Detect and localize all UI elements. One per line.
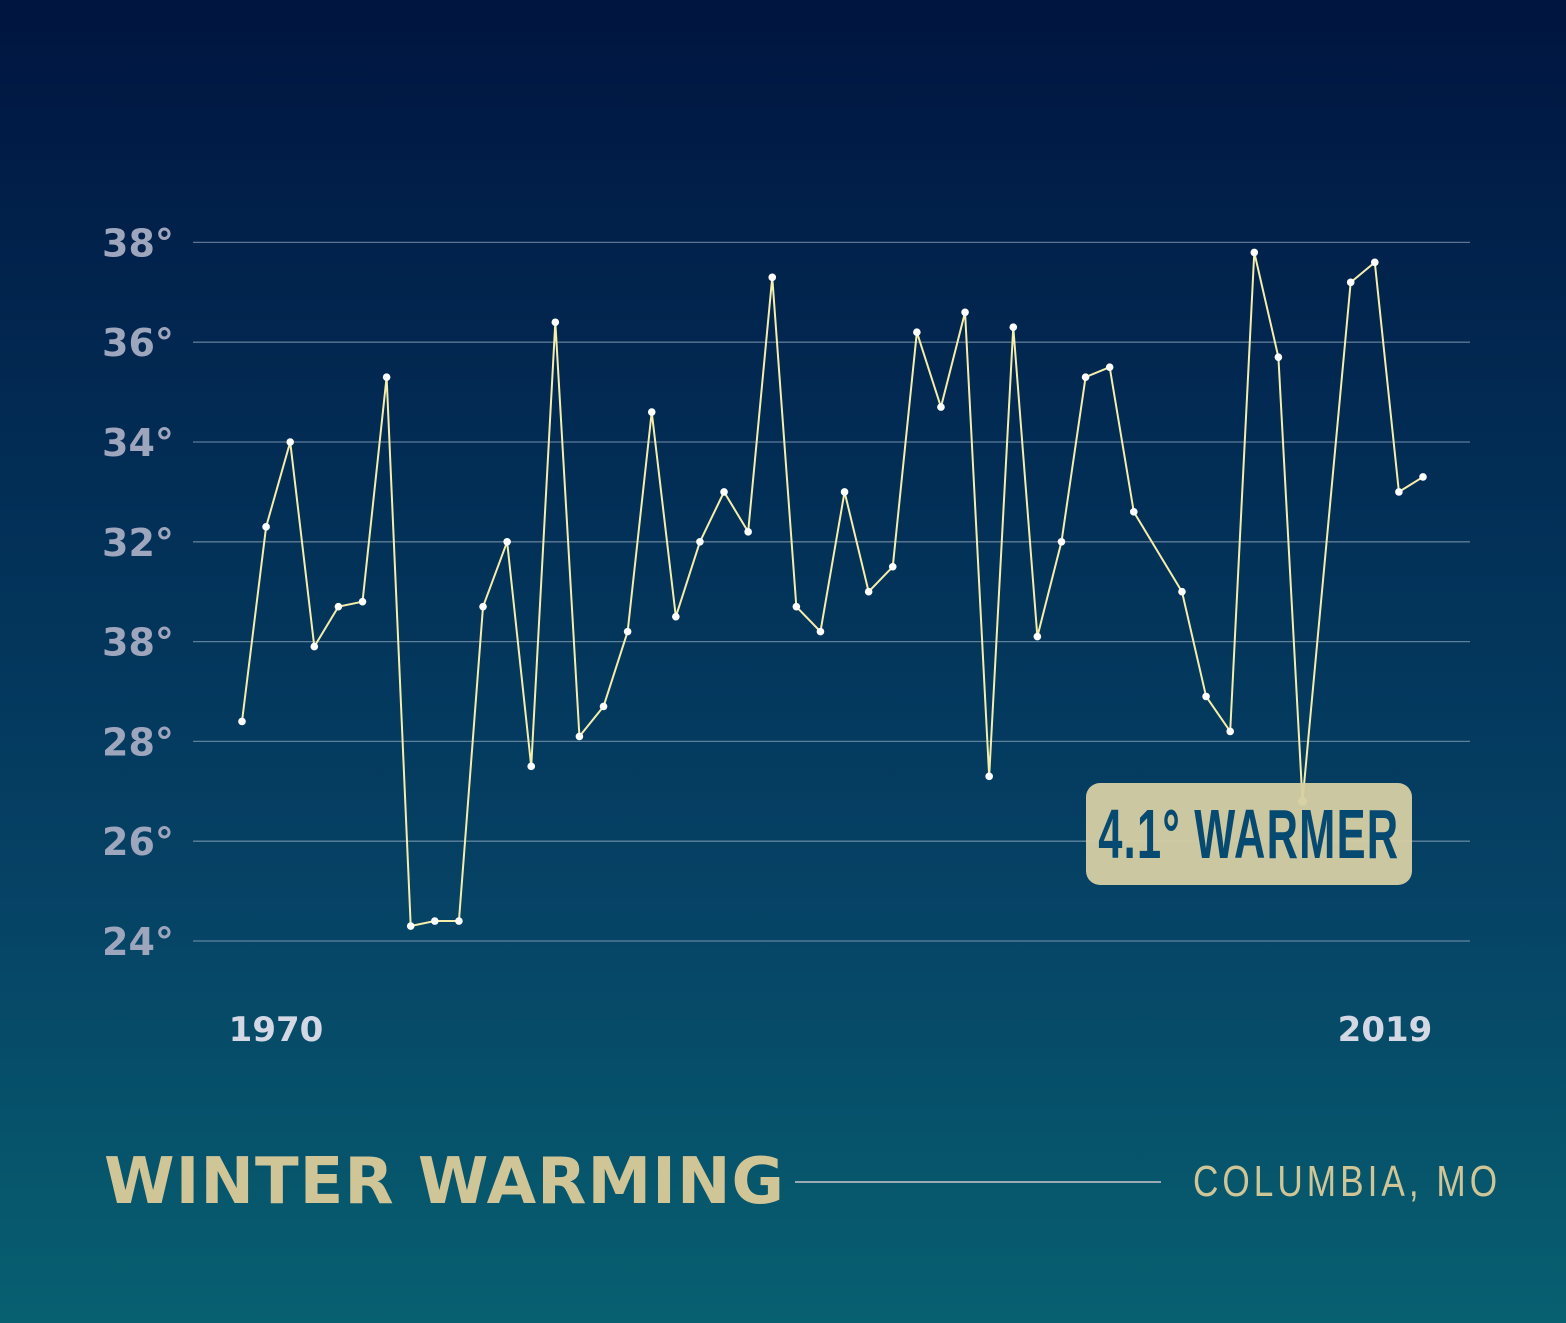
y-tick-label: 28°: [102, 720, 174, 764]
data-point: [382, 373, 391, 381]
data-point: [1202, 692, 1210, 701]
divider: [795, 1181, 1161, 1183]
data-point: [768, 273, 777, 282]
data-point: [599, 702, 608, 711]
annotation-badge: 4.1° WARMER: [1086, 783, 1412, 885]
y-tick-label: 38°: [102, 621, 174, 665]
data-point: [1250, 248, 1259, 257]
data-point: [406, 922, 415, 930]
data-point: [864, 587, 873, 596]
data-point: [1009, 323, 1018, 332]
data-point: [455, 917, 463, 925]
data-point: [1346, 278, 1355, 287]
data-point: [744, 528, 752, 536]
data-point: [1419, 473, 1427, 481]
data-point: [961, 308, 969, 317]
data-point: [816, 627, 825, 636]
data-point: [1370, 258, 1379, 267]
data-point: [720, 488, 728, 496]
data-point: [913, 328, 921, 337]
data-point: [672, 612, 680, 621]
data-point: [888, 562, 897, 571]
data-point: [647, 408, 656, 416]
data-point: [527, 762, 536, 771]
data-point: [334, 602, 343, 611]
data-point: [1057, 538, 1066, 546]
data-point: [696, 538, 704, 546]
series-line: [241, 252, 1424, 928]
data-point: [503, 538, 511, 546]
y-tick-label: 36°: [102, 321, 174, 365]
chart-subtitle: COLUMBIA, MO: [1193, 1157, 1502, 1206]
x-tick-label: 2019: [1338, 1010, 1433, 1050]
data-point: [575, 732, 584, 741]
annotation-text: 4.1° WARMER: [1098, 795, 1400, 873]
data-point: [286, 438, 295, 446]
data-point: [358, 597, 367, 606]
data-point: [479, 602, 487, 611]
y-tick-label: 32°: [102, 521, 174, 565]
data-point: [431, 917, 439, 925]
data-point: [1105, 363, 1114, 371]
y-tick-label: 24°: [102, 920, 174, 964]
data-point: [1129, 508, 1138, 516]
data-point: [262, 523, 270, 531]
data-point: [1395, 488, 1403, 496]
y-tick-label: 38°: [102, 221, 174, 265]
data-point: [238, 717, 246, 726]
data-point: [310, 642, 319, 651]
y-tick-label: 34°: [102, 421, 174, 465]
data-point: [1178, 587, 1186, 596]
data-point: [985, 772, 993, 781]
x-tick-label: 1970: [229, 1010, 324, 1050]
data-point: [840, 488, 849, 496]
data-point: [551, 318, 560, 327]
data-point: [1033, 632, 1042, 641]
data-point: [1081, 373, 1090, 381]
data-point: [1274, 353, 1283, 361]
chart-title: WINTER WARMING: [104, 1145, 786, 1219]
data-point: [1226, 727, 1234, 736]
data-point: [623, 627, 632, 636]
data-point: [792, 602, 801, 611]
y-tick-label: 26°: [102, 820, 174, 864]
data-point: [937, 403, 945, 411]
